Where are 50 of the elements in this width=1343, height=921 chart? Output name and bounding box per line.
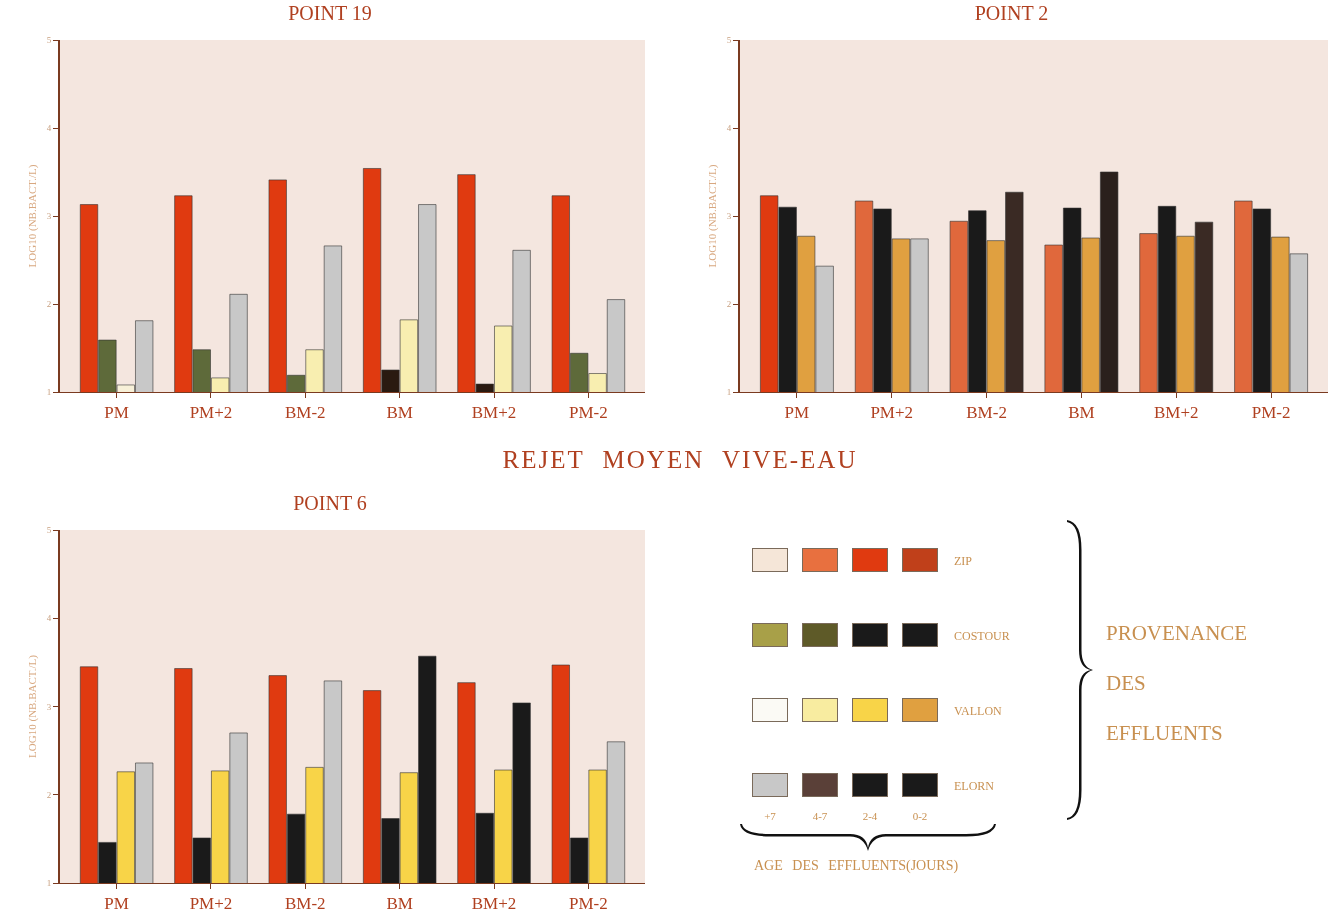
- x-tick-label: BM: [386, 403, 413, 423]
- x-tick-label: PM-2: [569, 403, 608, 423]
- text: PROVENANCE DES EFFLUENTS: [1106, 621, 1248, 745]
- chart-title: POINT 6: [293, 492, 367, 515]
- y-tick-label: 2: [726, 299, 732, 310]
- y-tick-label: 2: [46, 299, 52, 310]
- y-tick-label: 5: [46, 35, 52, 46]
- text: AGE DES EFFLUENTS(JOURS): [754, 858, 959, 874]
- y-tick-label: 5: [46, 525, 52, 536]
- text: 0-2: [911, 810, 929, 822]
- x-tick-label: BM-2: [285, 894, 326, 914]
- y-tick-label: 1: [46, 387, 52, 398]
- x-tick-label: BM-2: [285, 403, 326, 423]
- x-tick-label: PM+2: [870, 403, 914, 423]
- y-tick-label: 1: [46, 878, 52, 889]
- text: COSTOUR: [954, 629, 1010, 644]
- text: VALLON: [954, 704, 1002, 719]
- y-tick-label: 4: [46, 613, 52, 624]
- y-tick-label: 3: [726, 211, 732, 222]
- x-tick-label: BM: [1068, 403, 1095, 423]
- text: REJET MOYEN VIVE-EAU: [501, 446, 859, 474]
- y-tick-label: 2: [46, 789, 52, 800]
- x-tick-label: BM: [386, 894, 413, 914]
- y-tick-label: 1: [726, 387, 732, 398]
- chart-title: POINT 19: [288, 2, 372, 25]
- chart-title: POINT 2: [974, 2, 1049, 25]
- x-tick-label: PM: [104, 894, 129, 914]
- y-tick-label: 4: [726, 123, 732, 134]
- y-tick-label: 4: [46, 123, 52, 134]
- text: ELORN: [954, 779, 994, 794]
- x-tick-label: BM-2: [966, 403, 1007, 423]
- text: 4-7: [811, 810, 829, 822]
- x-tick-label: PM+2: [189, 894, 233, 914]
- text: +7: [763, 810, 777, 822]
- text: 2-4: [861, 810, 879, 822]
- x-tick-label: PM-2: [1251, 403, 1291, 423]
- x-tick-label: PM: [784, 403, 810, 423]
- x-tick-label: PM: [104, 403, 129, 423]
- y-axis-title: LOG10 (NB.BACT./L): [25, 654, 39, 758]
- x-tick-label: BM+2: [471, 403, 517, 423]
- x-tick-label: PM-2: [569, 894, 608, 914]
- x-tick-label: BM+2: [1153, 403, 1199, 423]
- text: ZIP: [954, 554, 972, 569]
- y-tick-label: 3: [46, 701, 52, 712]
- y-axis-title: LOG10 (NB.BACT./L): [705, 164, 719, 268]
- y-tick-label: 3: [46, 211, 52, 222]
- y-tick-label: 5: [726, 35, 732, 46]
- x-tick-label: PM+2: [189, 403, 233, 423]
- y-axis-title: LOG10 (NB.BACT./L): [25, 164, 39, 268]
- x-tick-label: BM+2: [471, 894, 517, 914]
